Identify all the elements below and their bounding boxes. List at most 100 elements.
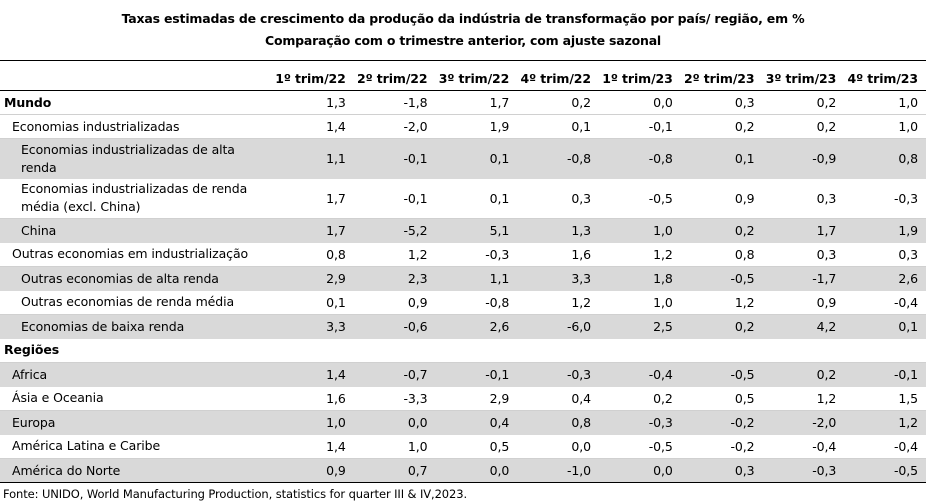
table-cell: 0,9 [762, 290, 845, 315]
table-cell: 0,0 [517, 434, 599, 459]
table-cell: 1,2 [517, 290, 599, 315]
table-cell: -0,5 [599, 434, 681, 459]
table-row: Outras economias em industrialização 0,8 1… [0, 242, 926, 267]
row-label: Regiões [0, 338, 272, 363]
table-cell: 0,3 [844, 242, 926, 267]
table-row: América Latina e Caribe 1,4 1,0 0,5 0,0 -0,5 -… [0, 434, 926, 459]
table-cell: 0,1 [517, 114, 599, 139]
table-row: Outras economias de alta renda 2,9 2,3 1,1 3… [0, 266, 926, 291]
table-cell: -3,3 [353, 386, 436, 411]
table-cell: 1,0 [599, 218, 681, 243]
column-header: 4º trim/22 [517, 60, 599, 91]
row-label: Outras economias em industrialização [0, 242, 272, 267]
row-label: Ásia e Oceania [0, 386, 272, 411]
table-cell: 0,4 [435, 410, 518, 435]
table-cell: 0,7 [353, 458, 436, 483]
table-cell: -0,3 [844, 178, 926, 219]
table-title: Taxas estimadas de crescimento da produç… [121, 11, 805, 26]
table-cell: -0,4 [762, 434, 845, 459]
table-cell: 0,4 [517, 386, 599, 411]
table-cell: -0,2 [680, 410, 763, 435]
table-cell: -0,7 [353, 362, 436, 387]
table-row: Economias industrializadas de alta renda… [0, 138, 926, 179]
row-label: América Latina e Caribe [0, 434, 272, 459]
table-cell: 1,7 [272, 218, 354, 243]
table-cell: -0,8 [599, 138, 681, 179]
table-cell: 1,4 [272, 362, 354, 387]
table-cell: 0,0 [353, 410, 436, 435]
table-cell: 0,2 [762, 362, 845, 387]
row-label: América do Norte [0, 458, 272, 483]
table-cell: 1,1 [272, 138, 354, 179]
table-cell: -0,3 [599, 410, 681, 435]
table-cell: 1,7 [762, 218, 845, 243]
table-cell: 0,8 [844, 138, 926, 179]
table-cell: 2,9 [435, 386, 518, 411]
table-cell: -0,1 [353, 138, 436, 179]
table-cell: 0,2 [599, 386, 681, 411]
table-cell: -1,0 [517, 458, 599, 483]
table-cell [353, 338, 436, 363]
column-header: 1º trim/22 [272, 60, 354, 91]
table-cell: 1,4 [272, 434, 354, 459]
table-cell [762, 338, 845, 363]
table-cell: 0,1 [844, 314, 926, 339]
table-cell: -0,8 [517, 138, 599, 179]
column-header: 1º trim/23 [599, 60, 681, 91]
table-cell: 0,1 [435, 178, 518, 219]
table-row: Outras economias de renda média 0,1 0,9 -0,… [0, 290, 926, 315]
table-cell: 0,0 [599, 458, 681, 483]
table-cell: 0,3 [517, 178, 599, 219]
table-cell: 1,0 [844, 90, 926, 115]
table-cell: 1,1 [435, 266, 518, 291]
table-cell: 0,0 [599, 90, 681, 115]
column-header: 2º trim/22 [353, 60, 436, 91]
table-cell: 0,9 [680, 178, 763, 219]
table-cell: -0,5 [844, 458, 926, 483]
column-header: 3º trim/22 [435, 60, 518, 91]
table-cell: 1,7 [435, 90, 518, 115]
table-subtitle: Comparação com o trimestre anterior, com… [264, 33, 662, 48]
table-cell: -0,1 [353, 178, 436, 219]
table-cell: 0,8 [680, 242, 763, 267]
table-cell: 1,2 [844, 410, 926, 435]
table-cell: 3,3 [517, 266, 599, 291]
table-cell: 2,6 [844, 266, 926, 291]
table-row: Economias de baixa renda 3,3 -0,6 2,6 -6,0 2,… [0, 314, 926, 339]
table-cell: 1,0 [844, 114, 926, 139]
table-cell [599, 338, 681, 363]
table-cell: -0,3 [435, 242, 518, 267]
table-cell: 1,0 [353, 434, 436, 459]
table-cell: 0,8 [517, 410, 599, 435]
table-cell: 1,9 [844, 218, 926, 243]
table-row: Regiões [0, 338, 926, 363]
table-cell: 3,3 [272, 314, 354, 339]
table-cell: 1,9 [435, 114, 518, 139]
row-label: Economias de baixa renda [0, 314, 272, 339]
row-label: Outras economias de renda média [0, 290, 272, 315]
table-cell: -0,5 [599, 178, 681, 219]
table-cell: -0,5 [680, 266, 763, 291]
table-cell: -0,4 [844, 290, 926, 315]
row-label: Economias industrializadas de renda médi… [0, 178, 272, 219]
table-cell: 1,2 [599, 242, 681, 267]
column-header: 3º trim/23 [762, 60, 845, 91]
table-row: Ásia e Oceania 1,6 -3,3 2,9 0,4 0,2 0,5 1,2 1,5 [0, 386, 926, 411]
table-cell: 2,9 [272, 266, 354, 291]
table-cell: 0,3 [762, 178, 845, 219]
table-cell: 1,7 [272, 178, 354, 219]
table-cell: -1,8 [353, 90, 436, 115]
table-cell: 0,5 [435, 434, 518, 459]
table-cell: 1,8 [599, 266, 681, 291]
source-note: Fonte: UNIDO, World Manufacturing Produc… [3, 487, 468, 501]
table-cell: 1,3 [272, 90, 354, 115]
table-cell: -0,1 [844, 362, 926, 387]
table-cell: 0,1 [680, 138, 763, 179]
table-cell: 0,2 [680, 218, 763, 243]
table-cell: -0,3 [762, 458, 845, 483]
table-row: Economias industrializadas 1,4 -2,0 1,9 0,1-… [0, 114, 926, 139]
table-cell: 0,1 [435, 138, 518, 179]
table-cell: 1,5 [844, 386, 926, 411]
table-cell: -0,5 [680, 362, 763, 387]
table-cell: -0,6 [353, 314, 436, 339]
